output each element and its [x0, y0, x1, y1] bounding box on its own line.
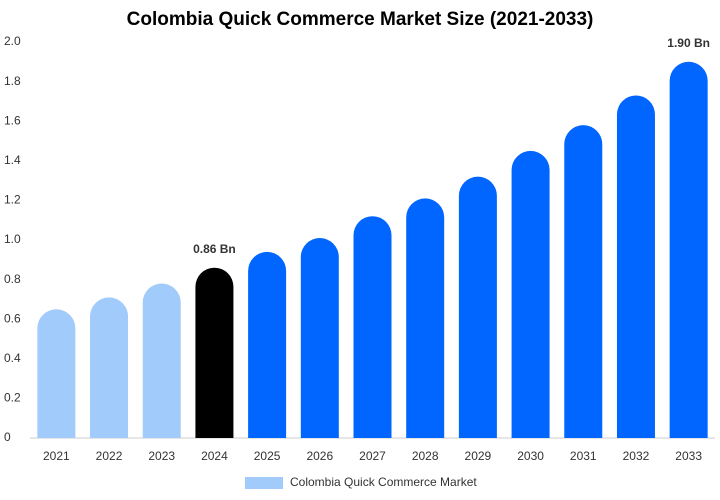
x-tick-label: 2031	[570, 449, 597, 463]
bar	[511, 150, 550, 438]
chart-title: Colombia Quick Commerce Market Size (202…	[127, 9, 594, 30]
x-tick-label: 2023	[148, 449, 175, 463]
x-tick-label: 2029	[465, 449, 492, 463]
bar	[458, 176, 497, 438]
y-tick-label: 1.0	[4, 232, 21, 246]
bar	[669, 61, 708, 439]
y-tick-label: 0.6	[4, 311, 21, 325]
x-tick-label: 2027	[359, 449, 386, 463]
y-tick-label: 1.2	[4, 193, 21, 207]
x-tick-label: 2033	[675, 449, 702, 463]
x-tick-label: 2025	[254, 449, 281, 463]
value-label: 0.86 Bn	[193, 242, 236, 256]
bar	[195, 267, 234, 438]
y-tick-label: 1.4	[4, 153, 21, 167]
y-tick-label: 1.6	[4, 113, 21, 127]
bar	[37, 309, 76, 438]
y-tick-label: 0.2	[4, 391, 21, 405]
y-tick-label: 0.8	[4, 272, 21, 286]
y-tick-label: 1.8	[4, 74, 21, 88]
bar	[142, 283, 181, 438]
x-tick-label: 2028	[412, 449, 439, 463]
y-tick-label: 0	[4, 430, 11, 444]
x-tick-label: 2021	[43, 449, 70, 463]
bar	[90, 297, 129, 438]
bar	[616, 95, 655, 439]
value-label: 1.90 Bn	[667, 36, 710, 50]
x-tick-label: 2032	[623, 449, 650, 463]
bar	[406, 198, 445, 438]
x-tick-label: 2026	[306, 449, 333, 463]
bar	[353, 216, 392, 438]
bar	[300, 238, 339, 438]
x-tick-label: 2022	[96, 449, 123, 463]
x-tick-label: 2024	[201, 449, 228, 463]
legend-label: Colombia Quick Commerce Market	[290, 475, 477, 489]
y-tick-label: 0.4	[4, 351, 21, 365]
bar	[248, 251, 287, 438]
x-tick-label: 2030	[517, 449, 544, 463]
legend-swatch	[245, 477, 283, 489]
bar	[564, 125, 603, 438]
y-tick-label: 2.0	[4, 34, 21, 48]
